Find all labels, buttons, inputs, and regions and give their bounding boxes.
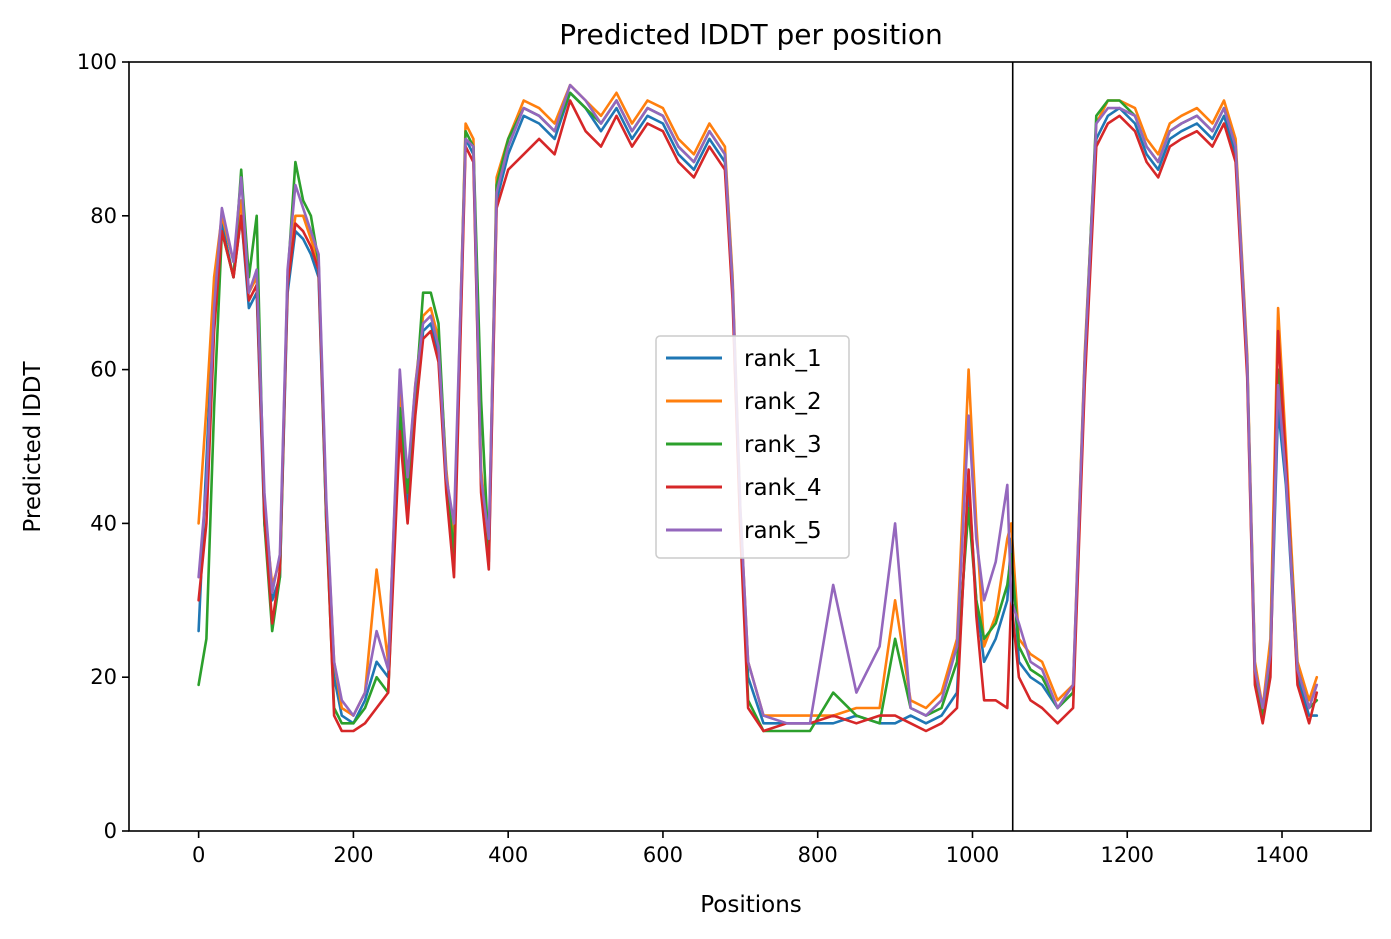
y-tick-label: 40 [90, 511, 117, 535]
chart-title: Predicted lDDT per position [559, 18, 943, 51]
y-tick-label: 0 [104, 819, 117, 843]
y-tick-label: 100 [77, 50, 117, 74]
legend-box [655, 335, 850, 559]
y-tick-label: 60 [90, 358, 117, 382]
y-tick-label: 80 [90, 204, 117, 228]
x-tick-label: 1400 [1255, 843, 1308, 867]
y-axis: 0 20 40 60 80 100 [77, 50, 129, 843]
legend: rank_1 rank_2 rank_3 rank_4 rank_5 [655, 335, 850, 559]
x-axis-label: Positions [700, 892, 802, 918]
series-line-rank_5 [197, 83, 1319, 725]
legend-label-rank_5: rank_5 [744, 518, 822, 544]
legend-label-rank_4: rank_4 [744, 475, 822, 501]
x-tick-label: 1200 [1101, 843, 1154, 867]
x-tick-label: 800 [798, 843, 838, 867]
y-axis-label: Predicted lDDT [20, 360, 46, 532]
x-tick-label: 400 [488, 843, 528, 867]
plot-frame [128, 61, 1372, 832]
y-tick-label: 20 [90, 665, 117, 689]
legend-label-rank_2: rank_2 [744, 389, 822, 415]
x-tick-label: 600 [643, 843, 683, 867]
legend-label-rank_1: rank_1 [744, 346, 822, 372]
x-axis: 0 200 400 600 800 1000 1200 1400 [192, 831, 1309, 867]
x-tick-label: 1000 [946, 843, 999, 867]
x-tick-label: 0 [192, 843, 205, 867]
x-tick-label: 200 [333, 843, 373, 867]
series-layer [197, 83, 1319, 733]
legend-label-rank_3: rank_3 [744, 432, 822, 458]
